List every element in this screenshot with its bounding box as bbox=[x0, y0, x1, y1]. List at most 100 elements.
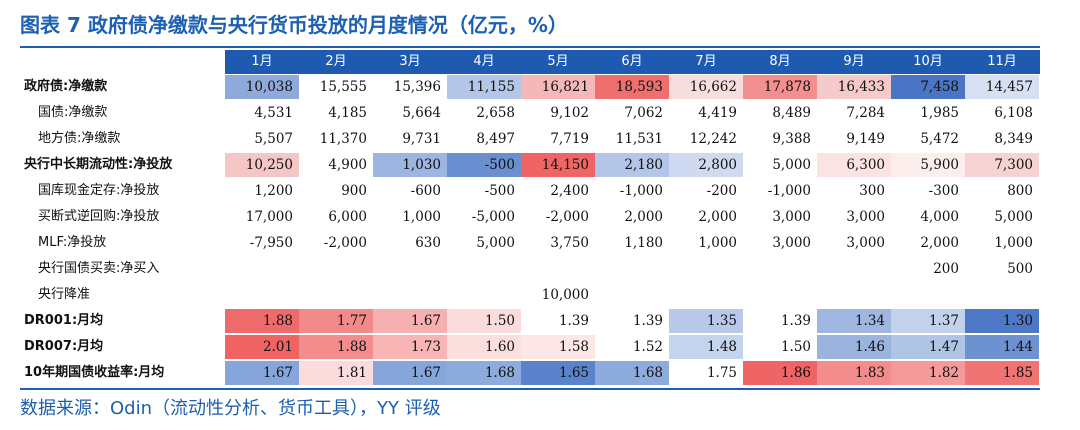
table-cell: 9,102 bbox=[550, 105, 589, 121]
table-row: 政府债:净缴款 10,038 15,555 15,396 11,155 16,821 18,… bbox=[20, 74, 1040, 100]
table-cell: 800 bbox=[1007, 183, 1033, 199]
table-cell: 8,497 bbox=[476, 131, 515, 147]
month-header: 11月 bbox=[987, 54, 1017, 69]
table-cell: 5,000 bbox=[994, 209, 1033, 225]
table-row: DR007:月均 2.01 1.88 1.73 1.60 1.58 1.52 1.48 1.50… bbox=[20, 334, 1040, 360]
table-cell: -2,000 bbox=[323, 235, 367, 251]
table-cell: 1.85 bbox=[965, 361, 1039, 385]
table-cell: 18,593 bbox=[595, 75, 669, 99]
table-cell: 8,489 bbox=[772, 105, 811, 121]
table-cell bbox=[299, 282, 373, 308]
table-cell: 11,370 bbox=[319, 131, 367, 147]
table-cell: 4,419 bbox=[698, 105, 737, 121]
month-header: 8月 bbox=[769, 54, 791, 69]
table-cell: 7,719 bbox=[550, 131, 589, 147]
month-header: 9月 bbox=[843, 54, 865, 69]
table-cell: 5,900 bbox=[891, 153, 965, 177]
table-cell: 7,458 bbox=[891, 75, 965, 99]
table-cell: 1.34 bbox=[817, 309, 891, 333]
row-label: 买断式逆回购:净投放 bbox=[38, 209, 160, 224]
table-cell: 1.46 bbox=[817, 335, 891, 359]
table-row: 国库现金定存:净投放 1,200 900 -600 -500 2,400 -1,000 -20… bbox=[20, 178, 1040, 204]
table-cell bbox=[225, 282, 299, 308]
table-cell: 16,821 bbox=[521, 75, 595, 99]
table-cell: 9,388 bbox=[772, 131, 811, 147]
table-cell bbox=[373, 256, 447, 282]
table-row: 央行国债买卖:净买入 200 500 bbox=[20, 256, 1040, 282]
table-cell: 1,985 bbox=[920, 105, 959, 121]
table-row: 央行降准 10,000 bbox=[20, 282, 1040, 308]
table-cell: 1.88 bbox=[299, 335, 373, 359]
table-cell: 2,658 bbox=[476, 105, 515, 121]
table-cell: 3,000 bbox=[846, 235, 885, 251]
month-header: 1月 bbox=[251, 54, 273, 69]
table-cell: 4,531 bbox=[254, 105, 293, 121]
header-band bbox=[225, 50, 1040, 74]
table-cell: 1.47 bbox=[891, 335, 965, 359]
table-cell bbox=[817, 256, 891, 282]
table-cell: 1.67 bbox=[373, 309, 447, 333]
table-cell bbox=[447, 282, 521, 308]
table-cell: 900 bbox=[341, 183, 367, 199]
table-cell: 1.37 bbox=[891, 309, 965, 333]
table-cell: 1.44 bbox=[965, 335, 1039, 359]
table-cell: 4,000 bbox=[920, 209, 959, 225]
table-cell: 7,300 bbox=[965, 153, 1039, 177]
table-cell: 1,200 bbox=[254, 183, 293, 199]
table-cell: 1.48 bbox=[669, 335, 743, 359]
row-label: 国债:净缴款 bbox=[38, 105, 108, 120]
table-cell bbox=[299, 256, 373, 282]
row-label: 央行中长期流动性:净投放 bbox=[24, 157, 173, 172]
table-row: DR001:月均 1.88 1.77 1.67 1.50 1.39 1.39 1.35 1.39… bbox=[20, 308, 1040, 334]
table-cell: 1.88 bbox=[225, 309, 299, 333]
table-cell: -1,000 bbox=[619, 183, 663, 199]
row-label: 地方债:净缴款 bbox=[38, 131, 121, 146]
table-cell: 3,000 bbox=[772, 209, 811, 225]
table-cell: 5,664 bbox=[402, 105, 441, 121]
table-cell: 4,900 bbox=[299, 153, 373, 177]
table-cell bbox=[891, 282, 965, 308]
table-cell: 1.65 bbox=[521, 361, 595, 385]
table-cell: 11,531 bbox=[615, 131, 663, 147]
table-cell: 2.01 bbox=[225, 335, 299, 359]
table-cell bbox=[595, 256, 669, 282]
table-cell: 500 bbox=[1007, 261, 1033, 277]
table-cell: -200 bbox=[706, 183, 737, 199]
table-cell: 1,000 bbox=[994, 235, 1033, 251]
table-cell: 2,400 bbox=[550, 183, 589, 199]
table-cell: 11,155 bbox=[447, 75, 521, 99]
row-label: 央行降准 bbox=[38, 287, 91, 302]
table-cell bbox=[817, 282, 891, 308]
table-cell: 1,180 bbox=[624, 235, 663, 251]
table-cell: 1.83 bbox=[817, 361, 891, 385]
table-cell: 15,555 bbox=[299, 75, 373, 99]
table-cell bbox=[669, 282, 743, 308]
table-cell: 7,284 bbox=[846, 105, 885, 121]
table-cell bbox=[447, 256, 521, 282]
row-label: 央行国债买卖:净买入 bbox=[38, 261, 160, 276]
table-cell: 5,000 bbox=[476, 235, 515, 251]
table-cell: 3,000 bbox=[846, 209, 885, 225]
table-cell bbox=[521, 256, 595, 282]
table-cell: 1,000 bbox=[402, 209, 441, 225]
table-cell: 300 bbox=[859, 183, 885, 199]
table-cell: 14,150 bbox=[521, 153, 595, 177]
table-cell: 8,349 bbox=[994, 131, 1033, 147]
table-cell: 10,038 bbox=[225, 75, 299, 99]
table-cell: 1.50 bbox=[743, 335, 817, 359]
table-cell: -7,950 bbox=[249, 235, 293, 251]
table-cell: 200 bbox=[933, 261, 959, 277]
table-cell: 5,507 bbox=[254, 131, 293, 147]
table-cell: 1.73 bbox=[373, 335, 447, 359]
table-row: 10年期国债收益率:月均 1.67 1.81 1.67 1.68 1.65 1.68 1.75… bbox=[20, 360, 1040, 386]
table-cell: 9,149 bbox=[846, 131, 885, 147]
table-row: 买断式逆回购:净投放 17,000 6,000 1,000 -5,000 -2,000 2,… bbox=[20, 204, 1040, 230]
table-cell: 1,030 bbox=[373, 153, 447, 177]
source-note: 数据来源：Odin（流动性分析、货币工具），YY 评级 bbox=[20, 398, 441, 419]
table-cell: 1.39 bbox=[595, 309, 669, 333]
table-cell: 1.67 bbox=[373, 361, 447, 385]
table-header: 1月 2月 3月 4月 5月 6月 7月 8月 9月 10月 11月 bbox=[20, 50, 1040, 74]
table-cell: 630 bbox=[415, 235, 441, 251]
table-cell: 17,878 bbox=[743, 75, 817, 99]
month-header: 4月 bbox=[473, 54, 495, 69]
